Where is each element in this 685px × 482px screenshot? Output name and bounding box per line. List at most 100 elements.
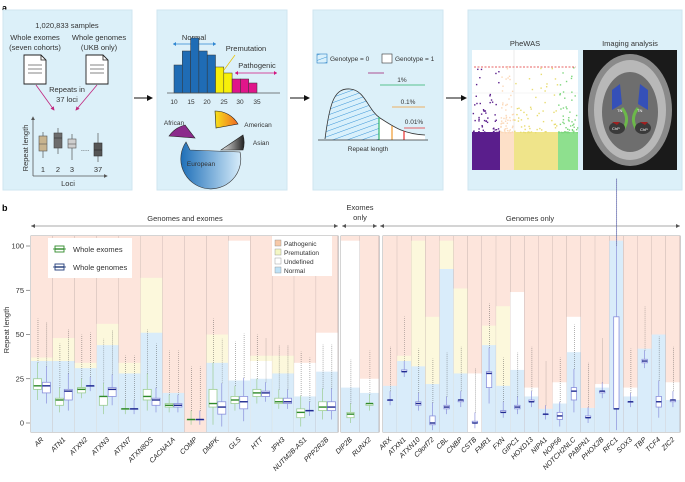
phewas-point [505, 118, 507, 120]
locus-column [383, 236, 398, 432]
iqr-box [107, 387, 117, 397]
phewas-point [491, 101, 494, 103]
exomes-label: Whole exomes [10, 33, 60, 42]
threshold-label: 0.01% [405, 119, 424, 126]
y-tick-label: 100 [11, 242, 24, 251]
locus-label: ATXN2 [68, 436, 89, 457]
locus-column [609, 178, 624, 432]
phewas-point [559, 123, 562, 126]
iqr-box [296, 408, 306, 419]
phewas-point [535, 96, 537, 99]
phewas-point [529, 106, 532, 109]
group-label: only [353, 213, 367, 222]
phewas-point [553, 94, 556, 96]
phewas-band [472, 132, 500, 170]
phewas-point [507, 66, 509, 68]
locus-tick: 3 [70, 165, 74, 174]
locus-column [397, 236, 412, 432]
locus-column [651, 236, 667, 432]
legend-premutation: Premutation [284, 250, 319, 257]
phewas-point [476, 131, 478, 134]
phewas-point [571, 121, 573, 123]
phewas-point [509, 116, 511, 119]
phewas-point [523, 125, 526, 127]
genomes-label: Whole genomes [72, 33, 126, 42]
locus-column [439, 236, 454, 432]
phewas-point [505, 109, 507, 111]
exome-box [274, 345, 284, 409]
phewas-point [520, 126, 523, 128]
locus-label: COMP [179, 436, 199, 456]
genome-box [151, 343, 161, 413]
distribution-curve [324, 88, 426, 140]
ancestry-label: European [187, 161, 216, 168]
phewas-point [480, 113, 483, 115]
iqr-box [613, 316, 620, 410]
legend-normal: Normal [284, 268, 306, 275]
ancestry-label: American [244, 122, 272, 129]
phewas-point [506, 68, 509, 70]
phewas-point [502, 131, 504, 134]
phewas-point [504, 120, 507, 122]
distribution-box: Normal Premutation Pathogenic 10 15 20 2… [156, 9, 288, 191]
phewas-point [553, 123, 556, 126]
phewas-point [478, 120, 480, 122]
phewas-point [524, 131, 526, 134]
phewas-point [559, 94, 561, 96]
iqr-box [208, 388, 218, 408]
repeat-histogram [167, 37, 280, 94]
phewas-point [483, 119, 486, 122]
phewas-point [505, 131, 507, 134]
phewas-point [572, 131, 575, 134]
phewas-point [558, 131, 560, 133]
y-tick-label: 75 [16, 286, 24, 295]
normal-region [524, 396, 539, 432]
phewas-plot [472, 50, 579, 170]
phewas-point [505, 78, 507, 80]
normal-region [31, 361, 53, 432]
phewas-point [511, 90, 514, 93]
iqr-box [327, 401, 336, 412]
phewas-point [554, 78, 557, 80]
locus-label: ATN1 [49, 436, 67, 454]
phewas-point [500, 130, 502, 133]
locus-label: DMPK [202, 436, 221, 455]
phewas-point [493, 131, 495, 133]
pathogenic-region [581, 236, 596, 432]
locus-tick: 37 [94, 165, 102, 174]
threshold-label: 1% [397, 77, 407, 84]
phewas-point [564, 131, 566, 133]
pathogenic-region [184, 236, 207, 432]
iqr-box [485, 371, 493, 389]
phewas-point [542, 110, 544, 112]
genome-box [107, 330, 117, 406]
iqr-box [429, 415, 436, 426]
genome-box [599, 338, 606, 399]
phewas-point [489, 101, 491, 104]
phewas-point [516, 113, 518, 116]
phewas-point [527, 117, 529, 120]
iqr-box [33, 378, 42, 390]
phewas-point [480, 68, 483, 71]
phewas-point [558, 104, 560, 106]
locus-label: HTT [250, 436, 265, 451]
phewas-point [507, 131, 510, 134]
locus-column [510, 236, 525, 432]
phewas-point [568, 129, 571, 131]
phewas-point [576, 127, 579, 129]
genome-box [485, 303, 493, 404]
phewas-point [472, 131, 474, 134]
normal-region [360, 392, 379, 432]
phewas-point [502, 102, 504, 104]
y-axis-label: Repeat length [21, 125, 30, 172]
phewas-point [546, 83, 548, 85]
phewas-point [481, 124, 483, 127]
phewas-point [568, 116, 570, 119]
phewas-point [538, 112, 540, 115]
phewas-point [569, 111, 571, 113]
phewas-point [498, 81, 500, 84]
phewas-point [473, 130, 475, 133]
phewas-point [495, 72, 497, 75]
phewas-point [474, 104, 476, 106]
phewas-point [554, 127, 557, 129]
